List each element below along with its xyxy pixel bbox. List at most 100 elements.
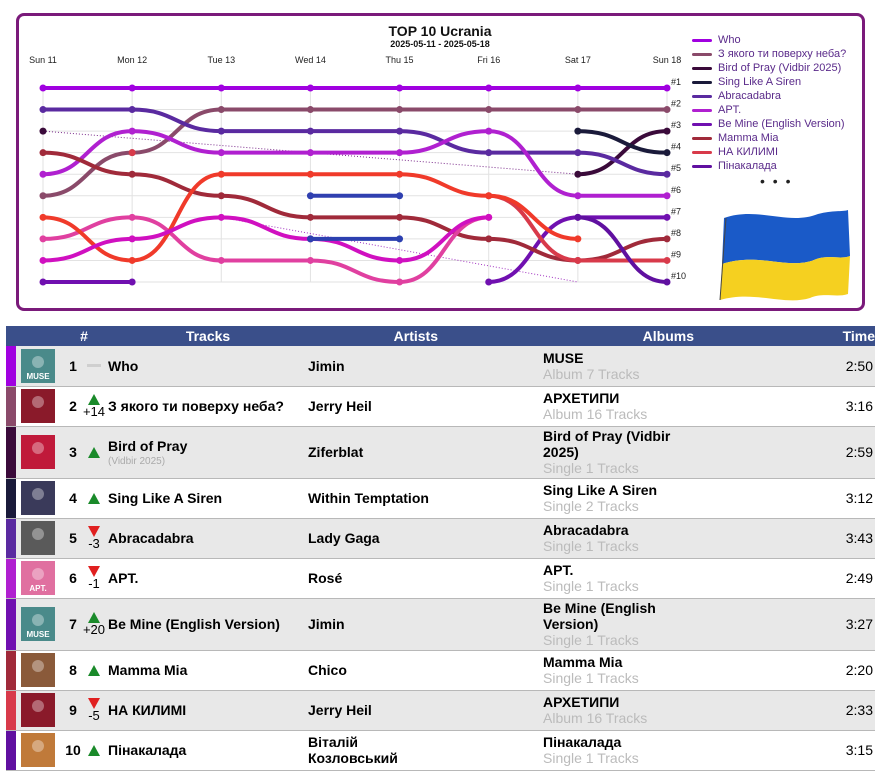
artist-name[interactable]: Lady Gaga — [308, 530, 380, 546]
track-title[interactable]: З якого ти поверху неба? — [108, 398, 284, 414]
album-name[interactable]: MUSE — [543, 349, 584, 366]
rank-up-icon — [88, 664, 100, 676]
track-title[interactable]: Be Mine (English Version) — [108, 616, 280, 632]
track-subtitle: (Vidbir 2025) — [108, 455, 166, 467]
track-title[interactable]: Abracadabra — [108, 530, 194, 546]
album-name[interactable]: Be Mine (English Version) — [543, 600, 656, 632]
cover-cell: MUSE — [16, 346, 60, 387]
table-row[interactable]: 9 -5 НА КИЛИМІ Jerry Heil АРХЕТИПИ Album 16 T… — [6, 690, 875, 731]
rank-cell: 8 — [60, 650, 108, 691]
album-name[interactable]: APT. — [543, 562, 574, 578]
header-cover — [16, 326, 60, 346]
artist-name[interactable]: Chico — [308, 662, 347, 678]
cover-text: MUSE — [26, 372, 50, 381]
artist-name[interactable]: Ziferblat — [308, 444, 364, 460]
track-title[interactable]: Mamma Mia — [108, 662, 188, 678]
rank-change — [82, 364, 106, 368]
legend-item[interactable]: Abracadabra — [692, 89, 846, 103]
album-cover-icon[interactable] — [21, 733, 55, 767]
table-row[interactable]: MUSE 7 +20 Be Mine (English Version) Jimin Be… — [6, 598, 875, 651]
data-point — [128, 278, 136, 286]
data-point — [217, 84, 225, 92]
data-point — [485, 106, 493, 114]
album-name[interactable]: АРХЕТИПИ — [543, 694, 620, 710]
track-title[interactable]: Who — [108, 357, 139, 374]
legend-item[interactable]: Mamma Mia — [692, 131, 846, 145]
data-point — [663, 170, 671, 178]
track-title[interactable]: APT. — [108, 570, 139, 586]
artist-name[interactable]: Віталій Козловський — [308, 734, 398, 766]
data-point — [217, 127, 225, 135]
legend-item[interactable]: Sing Like A Siren — [692, 75, 846, 89]
album-name[interactable]: АРХЕТИПИ — [543, 390, 620, 406]
album-cover-icon[interactable] — [21, 389, 55, 423]
legend-more: • • • — [760, 173, 793, 189]
artist-cell: Віталій Козловський — [308, 730, 438, 771]
rank-number: 5 — [69, 530, 77, 546]
header-albums: Albums — [438, 326, 694, 346]
track-title[interactable]: Sing Like A Siren — [108, 490, 223, 506]
artist-name[interactable]: Jerry Heil — [308, 702, 372, 718]
album-name[interactable]: Bird of Pray (Vidbir 2025) — [543, 428, 671, 460]
album-cover-icon[interactable]: MUSE — [21, 348, 55, 383]
track-title[interactable]: Пінакалада — [108, 742, 187, 758]
album-cover-icon[interactable] — [21, 693, 55, 727]
album-name[interactable]: Mamma Mia — [543, 654, 623, 670]
rank-change-value: +20 — [82, 621, 106, 637]
legend-item[interactable]: Пінакалада — [692, 159, 846, 173]
album-cover-icon[interactable] — [21, 653, 55, 687]
rank-change — [82, 744, 106, 756]
album-cover-icon[interactable]: MUSE — [21, 607, 55, 641]
album-cover-icon[interactable] — [21, 481, 55, 515]
data-point — [663, 235, 671, 243]
track-title[interactable]: НА КИЛИМІ — [108, 702, 187, 718]
data-point — [396, 192, 404, 200]
legend-swatch — [692, 94, 712, 98]
table-row[interactable]: MUSE 1 Who Jimin MUSE Album 7 Tracks 2:50 — [6, 346, 875, 387]
artist-name[interactable]: Jerry Heil — [308, 398, 372, 414]
track-duration: 2:20 — [694, 650, 875, 691]
data-point — [306, 106, 314, 114]
artist-name[interactable]: Rosé — [308, 570, 343, 586]
track-duration: 3:43 — [694, 518, 875, 559]
album-cover-icon[interactable] — [21, 435, 55, 469]
legend-swatch — [692, 150, 712, 154]
legend-swatch — [692, 66, 712, 70]
data-point — [128, 149, 136, 157]
legend-swatch — [692, 80, 712, 84]
album-cell: АРХЕТИПИ Album 16 Tracks — [438, 690, 694, 731]
track-title[interactable]: Bird of Pray — [108, 437, 188, 454]
legend-label: З якого ти поверху неба? — [718, 48, 847, 60]
table-row[interactable]: 10 Пінакалада Віталій Козловський Пінакалад… — [6, 730, 875, 771]
track-duration: 2:59 — [694, 426, 875, 479]
album-name[interactable]: Sing Like A Siren — [543, 482, 658, 498]
header-rank: # — [60, 326, 108, 346]
table-row[interactable]: APT. 6 -1 APT. Rosé APT. Single 1 Tracks 2:49 — [6, 558, 875, 599]
artist-name[interactable]: Jimin — [308, 357, 345, 374]
album-name[interactable]: Abracadabra — [543, 522, 629, 538]
table-row[interactable]: 4 Sing Like A Siren Within Temptation Sing … — [6, 478, 875, 519]
table-row[interactable]: 5 -3 Abracadabra Lady Gaga Abracadabra Single… — [6, 518, 875, 559]
table-row[interactable]: 3 Bird of Pray (Vidbir 2025) Ziferblat Bird … — [6, 426, 875, 479]
data-point — [396, 235, 404, 243]
album-cover-icon[interactable]: APT. — [21, 561, 55, 595]
x-tick-label: Sun 18 — [653, 55, 682, 65]
row-color-bar — [6, 690, 16, 731]
artist-name[interactable]: Jimin — [308, 616, 345, 632]
table-row[interactable]: 8 Mamma Mia Chico Mamma Mia Single 1 Tracks 2… — [6, 650, 875, 691]
data-point — [217, 213, 225, 221]
legend-item[interactable]: НА КИЛИМІ — [692, 145, 846, 159]
legend-item[interactable]: З якого ти поверху неба? — [692, 47, 846, 61]
legend-item[interactable]: Be Mine (English Version) — [692, 117, 846, 131]
table-row[interactable]: 2 +14 З якого ти поверху неба? Jerry Heil АР… — [6, 386, 875, 427]
album-cell: Mamma Mia Single 1 Tracks — [438, 650, 694, 691]
legend-item[interactable]: Bird of Pray (Vidbir 2025) — [692, 61, 846, 75]
rank-change-value: -3 — [88, 535, 100, 551]
ukraine-flag-icon — [718, 208, 854, 302]
legend-item[interactable]: APT. — [692, 103, 846, 117]
legend-item[interactable]: Who — [692, 33, 846, 47]
album-name[interactable]: Пінакалада — [543, 734, 622, 750]
artist-name[interactable]: Within Temptation — [308, 490, 429, 506]
track-cell: Abracadabra — [108, 518, 308, 559]
album-cover-icon[interactable] — [21, 521, 55, 555]
